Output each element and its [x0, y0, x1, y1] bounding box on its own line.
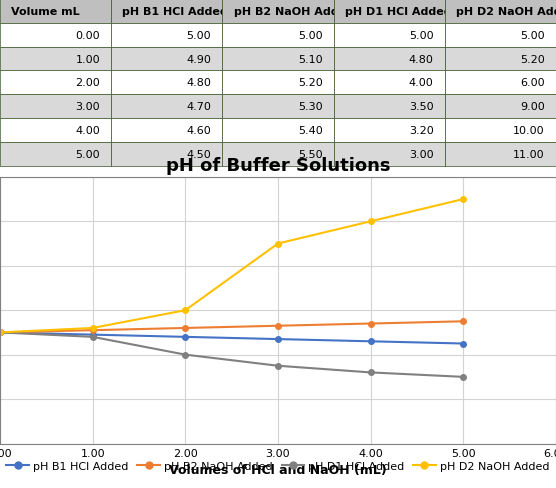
- Title: pH of Buffer Solutions: pH of Buffer Solutions: [166, 157, 390, 175]
- Line: pH D2 NaOH Added: pH D2 NaOH Added: [0, 197, 466, 335]
- pH B1 HCl Added: [182, 334, 188, 340]
- pH B1 HCl Added: [275, 336, 281, 342]
- pH B2 NaOH Added: [368, 321, 374, 327]
- pH D2 NaOH Added: [368, 219, 374, 225]
- pH D2 NaOH Added: [275, 241, 281, 247]
- pH D1 HCl Added: [182, 352, 188, 358]
- pH B2 NaOH Added: [182, 325, 188, 331]
- Legend: pH B1 HCl Added, pH B2 NaOH Added, pH D1 HCl Added, pH D2 NaOH Added: pH B1 HCl Added, pH B2 NaOH Added, pH D1…: [2, 456, 554, 475]
- pH B1 HCl Added: [0, 330, 3, 336]
- X-axis label: Volumes of HCl and NaOH (mL): Volumes of HCl and NaOH (mL): [169, 463, 387, 476]
- pH D1 HCl Added: [460, 374, 466, 380]
- pH D1 HCl Added: [275, 363, 281, 369]
- Line: pH B1 HCl Added: pH B1 HCl Added: [0, 330, 466, 346]
- Line: pH D1 HCl Added: pH D1 HCl Added: [0, 330, 466, 380]
- pH D2 NaOH Added: [182, 307, 188, 313]
- pH D1 HCl Added: [90, 334, 96, 340]
- Line: pH B2 NaOH Added: pH B2 NaOH Added: [0, 319, 466, 335]
- pH D2 NaOH Added: [460, 197, 466, 203]
- pH B2 NaOH Added: [460, 319, 466, 325]
- pH B1 HCl Added: [460, 341, 466, 347]
- pH D1 HCl Added: [368, 370, 374, 376]
- pH B1 HCl Added: [368, 339, 374, 345]
- pH D1 HCl Added: [0, 330, 3, 336]
- pH D2 NaOH Added: [90, 325, 96, 331]
- pH B2 NaOH Added: [90, 327, 96, 333]
- pH B1 HCl Added: [90, 332, 96, 338]
- pH D2 NaOH Added: [0, 330, 3, 336]
- pH B2 NaOH Added: [275, 323, 281, 329]
- pH B2 NaOH Added: [0, 330, 3, 336]
